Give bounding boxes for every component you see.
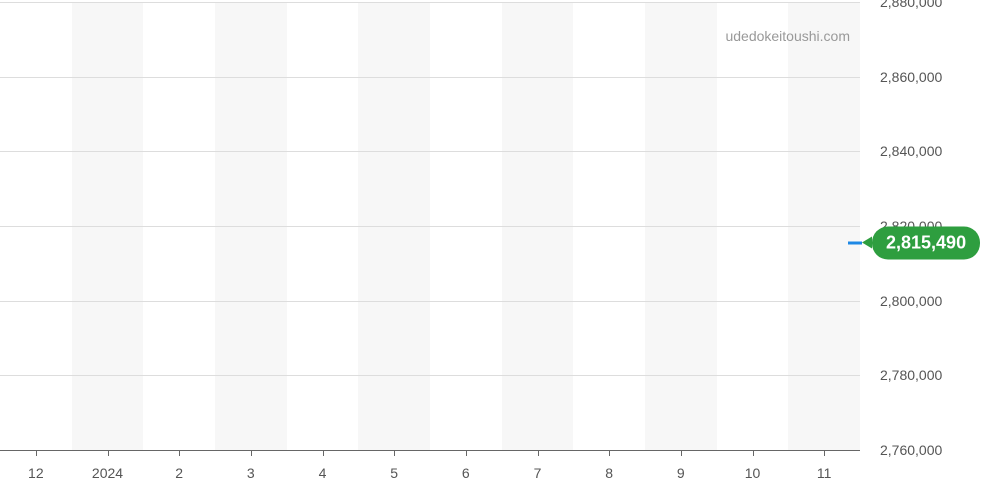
x-tick [323,450,324,456]
x-tick [466,450,467,456]
y-tick-label: 2,860,000 [880,69,942,85]
x-tick [251,450,252,456]
x-tick [108,450,109,456]
y-tick-label: 2,880,000 [880,0,942,10]
x-tick-label: 2 [175,465,183,481]
x-tick-label: 9 [677,465,685,481]
gridline [0,151,860,152]
y-tick-label: 2,800,000 [880,293,942,309]
x-tick-label: 12 [28,465,44,481]
gridline [0,77,860,78]
x-tick [394,450,395,456]
x-tick [36,450,37,456]
x-tick-label: 6 [462,465,470,481]
x-tick-label: 4 [319,465,327,481]
current-value-label: 2,815,490 [886,232,966,252]
x-axis-line [0,450,860,451]
plot-area [0,2,860,450]
x-tick-label: 2024 [92,465,123,481]
x-tick-label: 7 [534,465,542,481]
y-tick-label: 2,780,000 [880,367,942,383]
gridline [0,301,860,302]
current-value-badge: 2,815,490 [872,226,980,259]
x-tick-label: 11 [817,465,832,481]
x-tick-label: 8 [605,465,613,481]
current-value-marker [848,241,862,244]
x-tick [753,450,754,456]
gridline [0,2,860,3]
y-tick-label: 2,840,000 [880,143,942,159]
watermark-text: udedokeitoushi.com [725,28,850,44]
x-tick [609,450,610,456]
gridline [0,226,860,227]
gridline [0,375,860,376]
y-tick-label: 2,760,000 [880,442,942,458]
x-tick [824,450,825,456]
x-tick [681,450,682,456]
x-tick-label: 10 [745,465,761,481]
x-tick-label: 3 [247,465,255,481]
x-tick-label: 5 [390,465,398,481]
price-chart: 12 2024 2 3 4 5 6 7 8 9 10 11 2,760,000 2,780,000 2,8… [0,0,1000,500]
x-tick [538,450,539,456]
x-tick [179,450,180,456]
